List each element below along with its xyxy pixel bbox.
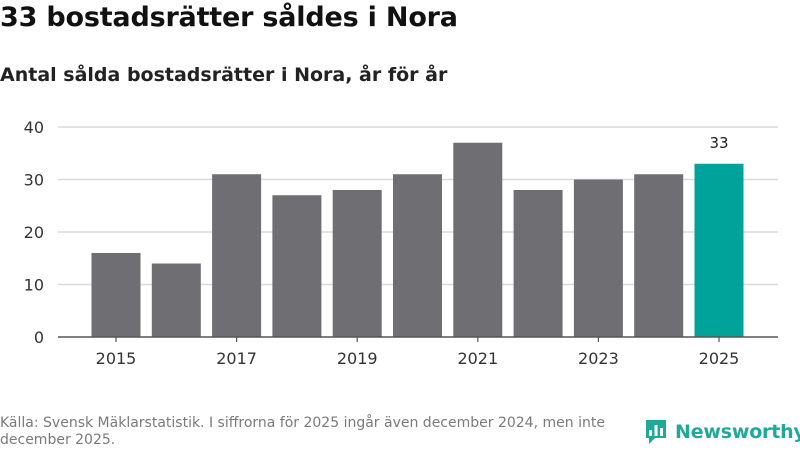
bar-chart: 0 10 20 30 40 2015 2017 2019 2021 2023 2025 33: [24, 118, 778, 368]
x-tick-label-2021: 2021: [457, 349, 498, 368]
bars: [91, 142, 744, 337]
y-tick-label-10: 10: [24, 276, 44, 295]
bar-2025: [694, 163, 744, 337]
y-axis-labels: 0 10 20 30 40: [24, 118, 44, 347]
y-tick-label-30: 30: [24, 171, 44, 190]
bar-2016: [151, 263, 201, 337]
newsworthy-logo-icon: [646, 420, 666, 444]
bar-2019: [332, 190, 382, 337]
bar-2021: [453, 142, 503, 337]
x-tick-label-2015: 2015: [96, 349, 137, 368]
y-tick-label-0: 0: [34, 328, 44, 347]
x-axis: [58, 336, 778, 342]
chart-title: 33 bostadsrätter såldes i Nora: [0, 2, 458, 33]
y-tick-label-20: 20: [24, 223, 44, 242]
brand-logo: Newsworthy: [644, 418, 800, 446]
bar-2022: [513, 190, 563, 337]
data-labels: 33: [709, 134, 728, 152]
x-tick-label-2023: 2023: [578, 349, 619, 368]
bar-2020: [393, 174, 442, 337]
x-tick-label-2019: 2019: [337, 349, 378, 368]
data-label-2025: 33: [709, 134, 728, 152]
source-note: Källa: Svensk Mäklarstatistik. I siffror…: [0, 415, 605, 448]
bar-2017: [212, 174, 262, 337]
brand-name: Newsworthy: [675, 421, 800, 443]
y-tick-label-40: 40: [24, 118, 44, 137]
x-tick-label-2025: 2025: [699, 349, 740, 368]
bar-2015: [91, 253, 141, 337]
bar-2023: [573, 179, 623, 337]
x-axis-labels: 2015 2017 2019 2021 2023 2025: [96, 349, 740, 368]
bar-2024: [634, 174, 684, 337]
chart-subtitle: Antal sålda bostadsrätter i Nora, år för…: [0, 64, 448, 86]
bar-2018: [272, 195, 322, 337]
x-tick-label-2017: 2017: [216, 349, 257, 368]
